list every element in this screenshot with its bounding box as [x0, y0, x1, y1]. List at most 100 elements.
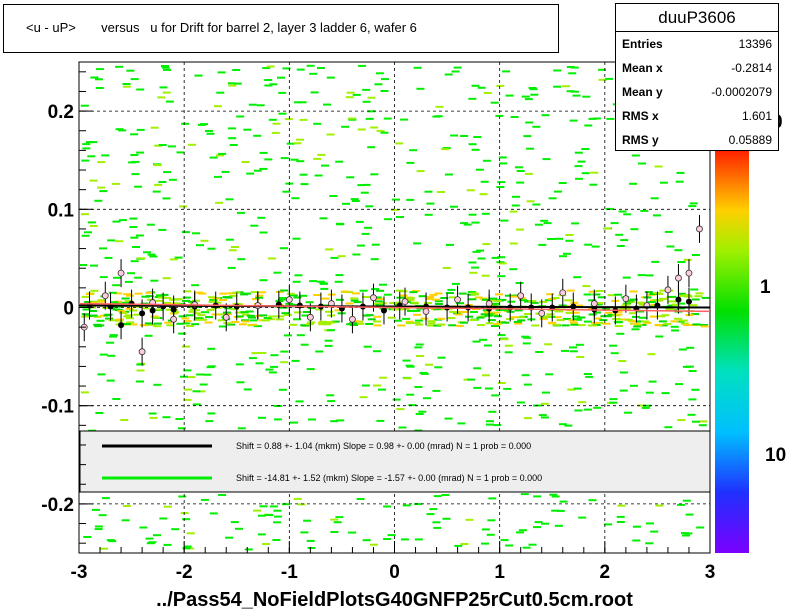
heatmap-cell — [235, 527, 243, 530]
heatmap-cell — [367, 318, 376, 321]
heatmap-cell — [98, 300, 107, 303]
heatmap-cell — [154, 183, 163, 186]
heatmap-cell — [516, 228, 525, 231]
heatmap-cell — [657, 315, 666, 318]
heatmap-cell — [352, 320, 361, 323]
heatmap-cell — [352, 253, 361, 256]
heatmap-cell — [293, 311, 302, 314]
heatmap-cell — [553, 316, 562, 319]
heatmap-cell — [258, 416, 266, 419]
heatmap-cell — [524, 98, 533, 101]
heatmap-cell — [490, 101, 499, 104]
heatmap-cell — [197, 390, 206, 393]
heatmap-cell — [200, 239, 209, 242]
heatmap-cell — [126, 294, 134, 297]
heatmap-cell — [183, 290, 192, 293]
heatmap-cell — [380, 131, 389, 134]
heatmap-cell — [672, 303, 680, 306]
heatmap-cell — [523, 135, 532, 138]
heatmap-cell — [306, 368, 315, 371]
heatmap-cell — [286, 142, 295, 145]
heatmap-cell — [437, 323, 446, 326]
heatmap-cell — [282, 190, 291, 193]
heatmap-cell — [659, 324, 668, 327]
colorbar — [715, 150, 749, 553]
x-tick-label: -2 — [176, 562, 193, 583]
heatmap-cell — [410, 301, 419, 304]
heatmap-cell — [533, 495, 542, 498]
heatmap-cell — [300, 343, 309, 346]
heatmap-cell — [255, 296, 264, 299]
heatmap-cell — [216, 91, 225, 94]
heatmap-cell — [398, 426, 407, 429]
heatmap-cell — [636, 320, 645, 323]
heatmap-cell — [145, 537, 154, 540]
heatmap-cell — [444, 173, 453, 176]
heatmap-cell — [259, 167, 268, 170]
heatmap-cell — [595, 290, 604, 292]
heatmap-cell — [668, 300, 677, 303]
heatmap-cell — [284, 118, 293, 121]
heatmap-cell — [582, 285, 591, 288]
heatmap-cell — [231, 321, 240, 323]
heatmap-cell — [630, 298, 638, 301]
heatmap-cell — [581, 148, 590, 150]
heatmap-cell — [676, 171, 685, 174]
heatmap-cell — [472, 340, 481, 343]
heatmap-cell — [94, 78, 103, 81]
heatmap-cell — [689, 304, 698, 307]
heatmap-cell — [604, 311, 613, 314]
heatmap-cell — [668, 295, 677, 298]
heatmap-cell — [323, 103, 331, 106]
heatmap-cell — [644, 291, 653, 294]
heatmap-cell — [520, 493, 529, 496]
heatmap-cell — [468, 298, 477, 301]
heatmap-cell — [460, 543, 469, 545]
heatmap-cell — [654, 324, 663, 327]
heatmap-cell — [497, 181, 506, 184]
heatmap-cell — [677, 419, 686, 422]
heatmap-cell — [245, 310, 254, 313]
heatmap-cell — [600, 315, 609, 318]
heatmap-cell — [81, 234, 90, 237]
heatmap-cell — [573, 387, 582, 390]
heatmap-cell — [448, 324, 457, 327]
heatmap-cell — [192, 309, 201, 312]
heatmap-cell — [471, 148, 480, 151]
heatmap-cell — [84, 301, 93, 303]
heatmap-cell — [571, 222, 580, 225]
heatmap-cell — [113, 276, 122, 279]
heatmap-cell — [194, 306, 202, 308]
heatmap-cell — [695, 292, 704, 295]
heatmap-cell — [640, 209, 649, 212]
heatmap-cell — [467, 291, 476, 293]
heatmap-cell — [280, 157, 289, 160]
heatmap-cell — [327, 329, 335, 332]
heatmap-cell — [433, 526, 442, 529]
heatmap-cell — [670, 320, 679, 323]
x-tick-label: 3 — [705, 562, 716, 583]
heatmap-cell — [556, 509, 565, 512]
heatmap-cell — [241, 161, 250, 163]
heatmap-cell — [682, 294, 691, 297]
heatmap-cell — [539, 318, 548, 321]
heatmap-cell — [164, 321, 173, 324]
heatmap-cell — [493, 315, 502, 318]
heatmap-cell — [482, 159, 491, 162]
heatmap-cell — [335, 274, 344, 277]
heatmap-cell — [253, 134, 262, 137]
heatmap-cell — [207, 412, 216, 415]
heatmap-cell — [115, 65, 124, 68]
heatmap-cell — [273, 521, 282, 524]
heatmap-cell — [223, 322, 232, 325]
heatmap-cell — [674, 249, 683, 252]
heatmap-cell — [409, 291, 418, 294]
heatmap-cell — [316, 67, 325, 69]
heatmap-cell — [126, 69, 135, 72]
heatmap-cell — [206, 308, 215, 311]
heatmap-cell — [696, 526, 705, 529]
heatmap-cell — [562, 85, 571, 88]
heatmap-cell — [374, 83, 383, 86]
heatmap-cell — [602, 322, 611, 325]
heatmap-cell — [481, 542, 489, 545]
